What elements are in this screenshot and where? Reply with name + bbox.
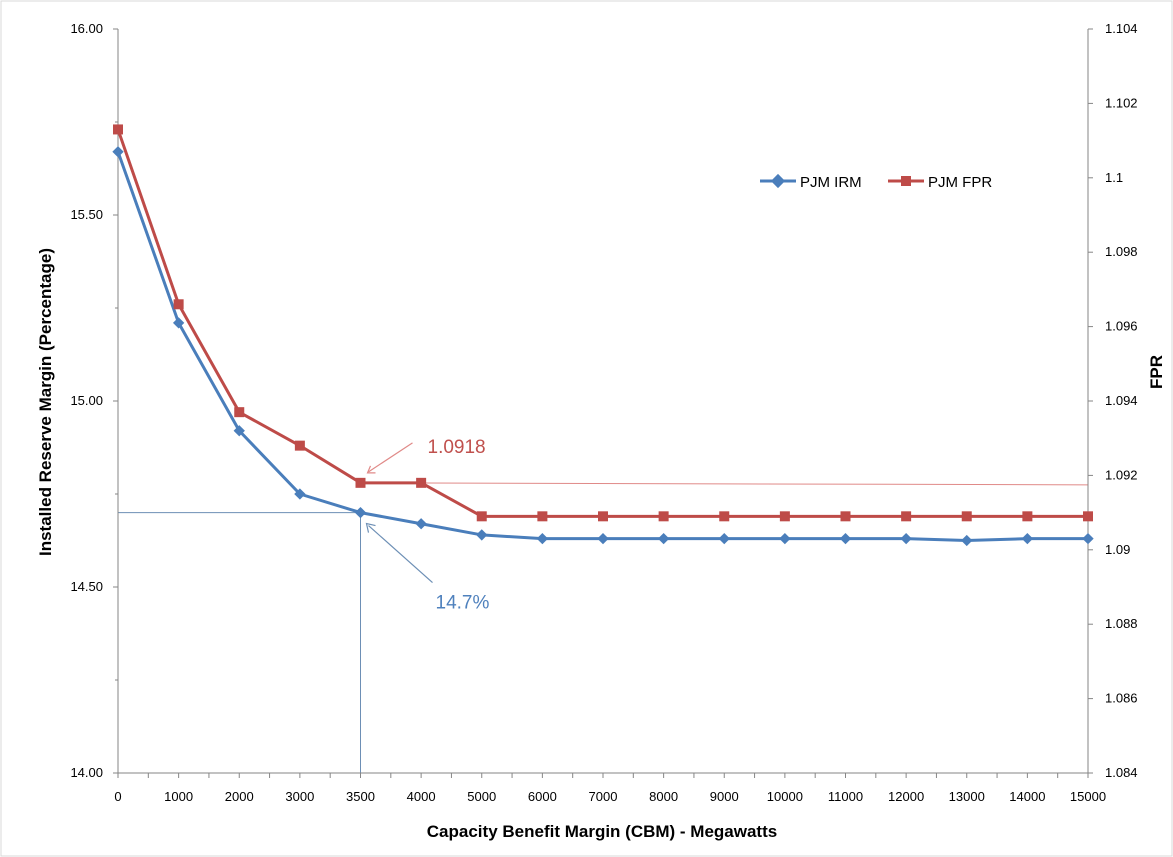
pjm-fpr-point xyxy=(1022,511,1033,522)
y-right-tick-label: 1.1 xyxy=(1105,170,1123,185)
pjm-irm-point xyxy=(1021,532,1034,545)
x-tick-label: 14000 xyxy=(1009,789,1045,804)
fpr-arrow-head xyxy=(366,465,376,474)
x-tick-label: 3500 xyxy=(346,789,375,804)
pjm-irm-point xyxy=(597,532,609,545)
x-tick-label: 6000 xyxy=(528,789,557,804)
x-axis-title: Capacity Benefit Margin (CBM) - Megawatt… xyxy=(427,822,777,841)
fpr-annotation-arrow xyxy=(366,442,413,474)
y-right-tick-label: 1.094 xyxy=(1105,393,1138,408)
y-axis-left-title: Installed Reserve Margin (Percentage) xyxy=(36,248,55,556)
pjm-irm-point xyxy=(294,488,306,500)
pjm-fpr-point xyxy=(779,511,790,522)
x-tick-label: 5000 xyxy=(467,789,496,804)
irm-arrow-head xyxy=(365,522,376,533)
pjm-fpr-point xyxy=(598,511,608,522)
y-right-tick-label: 1.098 xyxy=(1105,244,1138,259)
pjm-fpr-point xyxy=(840,511,851,522)
pjm-fpr-point xyxy=(1083,511,1093,522)
legend-irm-label: PJM IRM xyxy=(800,174,862,191)
y-right-tick-label: 1.102 xyxy=(1105,95,1138,110)
x-tick-label: 12000 xyxy=(888,789,924,804)
pjm-irm-point xyxy=(233,425,245,437)
y-right-tick-label: 1.09 xyxy=(1105,542,1130,557)
fpr-arrow-shaft xyxy=(368,442,413,473)
pjm-fpr-point xyxy=(173,299,184,310)
pjm-fpr-point xyxy=(961,511,972,522)
pjm-irm-point xyxy=(657,532,670,545)
y-right-tick-label: 1.104 xyxy=(1105,21,1138,36)
pjm-irm-point xyxy=(779,532,791,545)
pjm-irm-point xyxy=(900,532,912,545)
pjm-irm-point xyxy=(718,532,730,545)
y-left-tick-label: 14.50 xyxy=(70,579,103,594)
legend: PJM IRM PJM FPR xyxy=(760,173,992,191)
legend-fpr-label: PJM FPR xyxy=(928,174,992,191)
pjm-fpr-point xyxy=(476,511,487,522)
pjm-irm-point xyxy=(415,518,427,530)
y-right-tick-label: 1.084 xyxy=(1105,765,1138,780)
y-left-tick-label: 15.00 xyxy=(70,393,103,408)
irm-annotation-arrow xyxy=(365,522,433,584)
x-tick-label: 15000 xyxy=(1070,789,1106,804)
y-axis-right-title: FPR xyxy=(1147,355,1166,389)
pjm-irm-point xyxy=(839,532,852,545)
fpr-reference-horizontal-line xyxy=(360,482,1089,486)
x-tick-label: 2000 xyxy=(225,789,254,804)
legend-irm-marker xyxy=(770,173,786,189)
pjm-fpr-point xyxy=(537,511,548,522)
pjm-irm-point xyxy=(476,529,488,541)
x-tick-label: 7000 xyxy=(589,789,618,804)
pjm-irm-point xyxy=(536,532,549,545)
y-right-tick-label: 1.092 xyxy=(1105,467,1138,482)
y-left-tick-label: 16.00 xyxy=(70,21,103,36)
y-left-tick-label: 14.00 xyxy=(70,765,103,780)
pjm-fpr-point xyxy=(113,124,123,135)
irm-annotation-label: 14.7% xyxy=(436,593,490,614)
x-tick-label: 9000 xyxy=(710,789,739,804)
x-tick-label: 0 xyxy=(114,789,121,804)
pjm-fpr-point xyxy=(234,407,245,418)
pjm-irm-point xyxy=(172,317,185,329)
x-tick-label: 8000 xyxy=(649,789,678,804)
x-tick-label: 11000 xyxy=(828,789,863,804)
pjm-fpr-point xyxy=(719,511,730,522)
pjm-irm-point xyxy=(354,506,367,519)
x-tick-label: 10000 xyxy=(767,789,803,804)
x-tick-label: 1000 xyxy=(164,789,193,804)
pjm-irm-point xyxy=(961,534,973,547)
legend-fpr-marker xyxy=(901,176,911,186)
x-tick-label: 3000 xyxy=(285,789,314,804)
y-right-tick-label: 1.086 xyxy=(1105,691,1138,706)
pjm-irm-point xyxy=(1082,532,1094,545)
y-right-tick-label: 1.096 xyxy=(1105,319,1138,334)
y-left-tick-label: 15.50 xyxy=(70,207,103,222)
y-right-tick-label: 1.088 xyxy=(1105,616,1138,631)
pjm-fpr-point xyxy=(416,477,427,488)
x-tick-label: 4000 xyxy=(407,789,436,804)
x-tick-label: 13000 xyxy=(949,789,985,804)
pjm-fpr-point xyxy=(294,440,305,451)
pjm-fpr-point xyxy=(355,477,366,488)
pjm-fpr-point xyxy=(658,511,669,522)
pjm-fpr-point xyxy=(901,511,912,522)
fpr-annotation-label: 1.0918 xyxy=(428,437,486,458)
irm-arrow-shaft xyxy=(368,525,433,584)
